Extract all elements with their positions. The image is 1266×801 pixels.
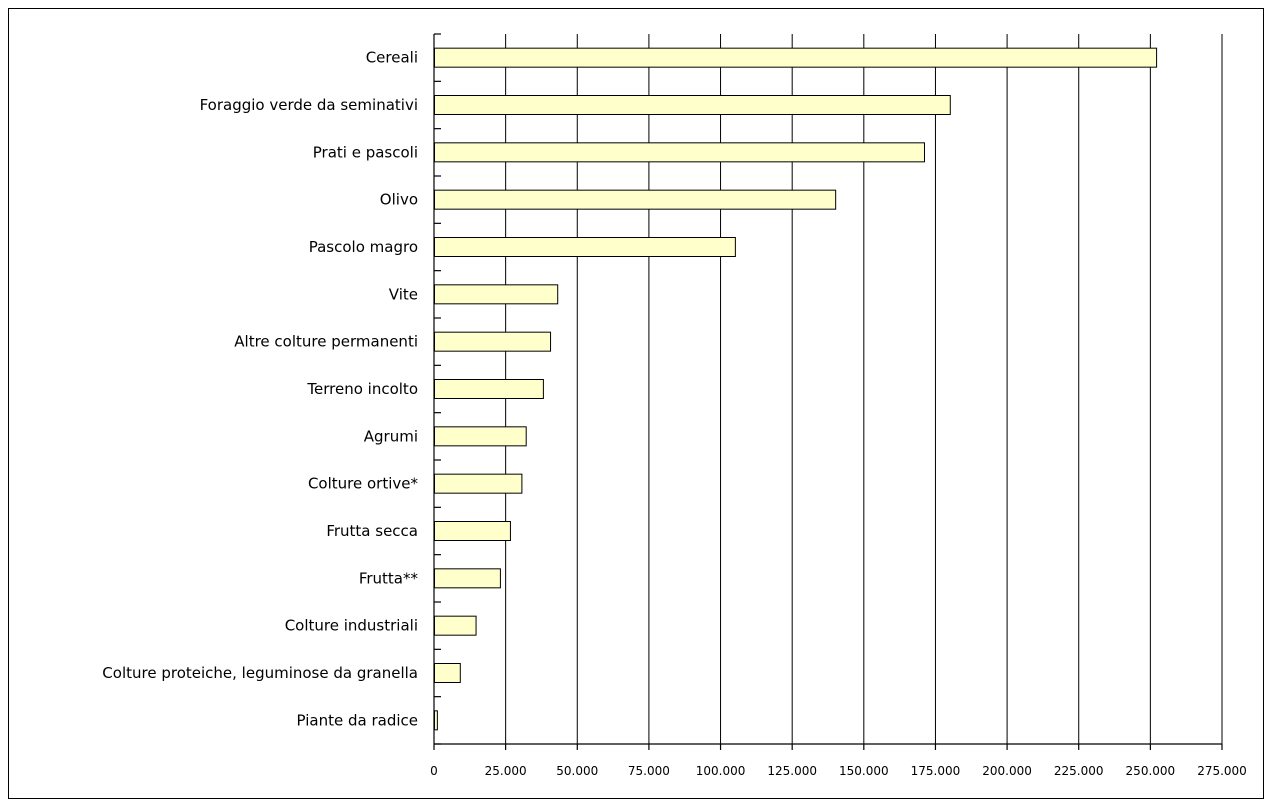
category-label-9: Colture ortive* [308, 475, 419, 493]
bar-0 [434, 47, 1158, 68]
bar-12 [434, 615, 477, 636]
bar-8 [434, 426, 527, 447]
category-label-1: Foraggio verde da seminativi [200, 96, 418, 114]
bar-11 [434, 568, 501, 589]
x-tick-label-4: 100.000 [696, 764, 746, 778]
category-label-7: Terreno incolto [306, 380, 418, 398]
category-label-12: Colture industriali [285, 617, 418, 635]
category-label-14: Piante da radice [297, 711, 418, 729]
x-tick-label-0: 0 [430, 764, 438, 778]
bar-13 [434, 663, 461, 683]
x-tick-label-8: 200.000 [982, 764, 1032, 778]
category-label-11: Frutta** [359, 569, 419, 587]
x-tick-label-2: 50.000 [556, 764, 598, 778]
bar-3 [434, 189, 837, 210]
category-label-3: Olivo [380, 191, 418, 209]
category-label-5: Vite [389, 285, 418, 303]
bar-4 [434, 237, 736, 257]
category-label-13: Colture proteiche, leguminose da granell… [102, 664, 418, 682]
category-label-8: Agrumi [364, 427, 418, 445]
x-tick-label-3: 75.000 [628, 764, 670, 778]
x-tick-label-11: 275.000 [1197, 764, 1247, 778]
bar-1 [434, 95, 951, 115]
bar-14 [434, 710, 438, 731]
category-label-2: Prati e pascoli [313, 143, 418, 161]
chart-frame [8, 8, 1264, 799]
category-label-0: Cereali [366, 49, 418, 67]
bar-5 [434, 284, 559, 305]
category-label-4: Pascolo magro [309, 238, 418, 256]
x-tick-label-5: 125.000 [767, 764, 817, 778]
x-tick-label-1: 25.000 [485, 764, 527, 778]
x-tick-label-7: 175.000 [911, 764, 961, 778]
bar-6 [434, 331, 552, 352]
bar-10 [434, 521, 511, 541]
x-tick-label-10: 250.000 [1126, 764, 1176, 778]
category-label-10: Frutta secca [326, 522, 418, 540]
x-tick-label-9: 225.000 [1054, 764, 1104, 778]
x-tick-label-6: 150.000 [839, 764, 889, 778]
bar-7 [434, 379, 544, 399]
bar-9 [434, 473, 523, 494]
category-label-6: Altre colture permanenti [234, 333, 418, 351]
bar-2 [434, 142, 925, 163]
